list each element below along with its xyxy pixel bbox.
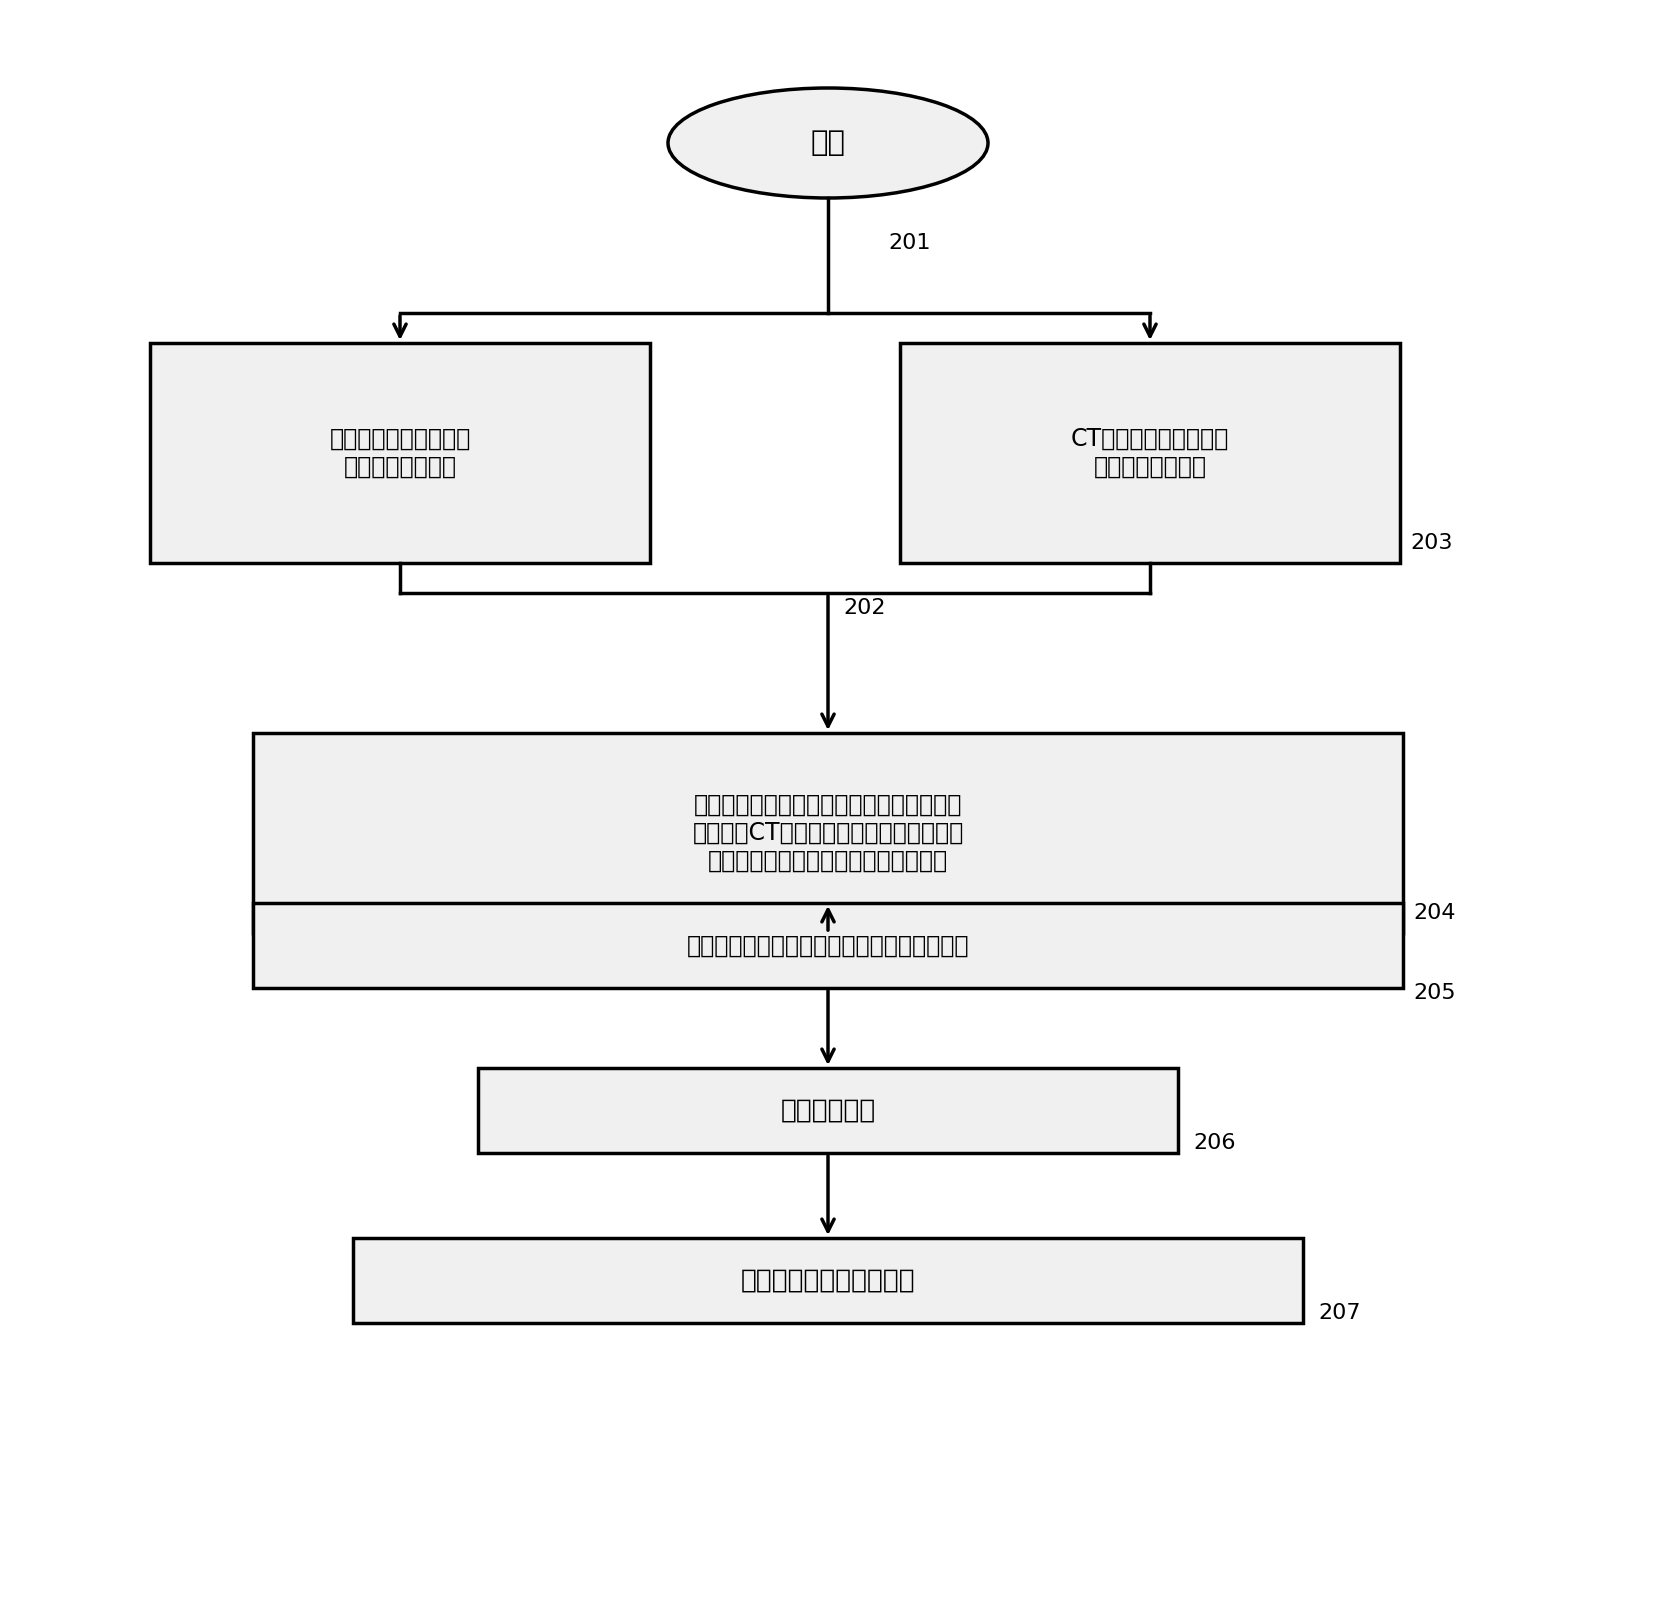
FancyBboxPatch shape xyxy=(478,1068,1177,1152)
Text: 201: 201 xyxy=(887,234,930,253)
Text: 203: 203 xyxy=(1408,532,1451,553)
Text: 204: 204 xyxy=(1412,902,1455,923)
FancyBboxPatch shape xyxy=(899,342,1398,563)
Text: 建立每步迭代中的动态稀疏正则化的目标函数: 建立每步迭代中的动态稀疏正则化的目标函数 xyxy=(687,933,968,958)
Text: CT成像获取结构体数据
并将其分割、离散: CT成像获取结构体数据 并将其分割、离散 xyxy=(1071,427,1228,479)
Text: 开始: 开始 xyxy=(809,128,846,157)
Text: 205: 205 xyxy=(1412,984,1455,1003)
Text: 光学成像获取成像目标
体表光学信号光强: 光学成像获取成像目标 体表光学信号光强 xyxy=(329,427,470,479)
Text: 得到图像重建结果并结束: 得到图像重建结果并结束 xyxy=(740,1268,915,1294)
FancyBboxPatch shape xyxy=(253,734,1402,933)
FancyBboxPatch shape xyxy=(151,342,650,563)
Text: 206: 206 xyxy=(1192,1133,1235,1152)
Text: 202: 202 xyxy=(842,597,885,618)
Text: 建立光学成像所获取的目标表面光学信号强
度分布、CT成像获取的离散网格数据和未
知内部自发光光源分布线性关系的方程: 建立光学成像所获取的目标表面光学信号强 度分布、CT成像获取的离散网格数据和未 … xyxy=(692,794,963,873)
Text: 断层重建图像: 断层重建图像 xyxy=(780,1097,875,1123)
Ellipse shape xyxy=(667,88,988,198)
Text: 207: 207 xyxy=(1317,1303,1360,1323)
FancyBboxPatch shape xyxy=(253,902,1402,988)
FancyBboxPatch shape xyxy=(353,1238,1302,1323)
